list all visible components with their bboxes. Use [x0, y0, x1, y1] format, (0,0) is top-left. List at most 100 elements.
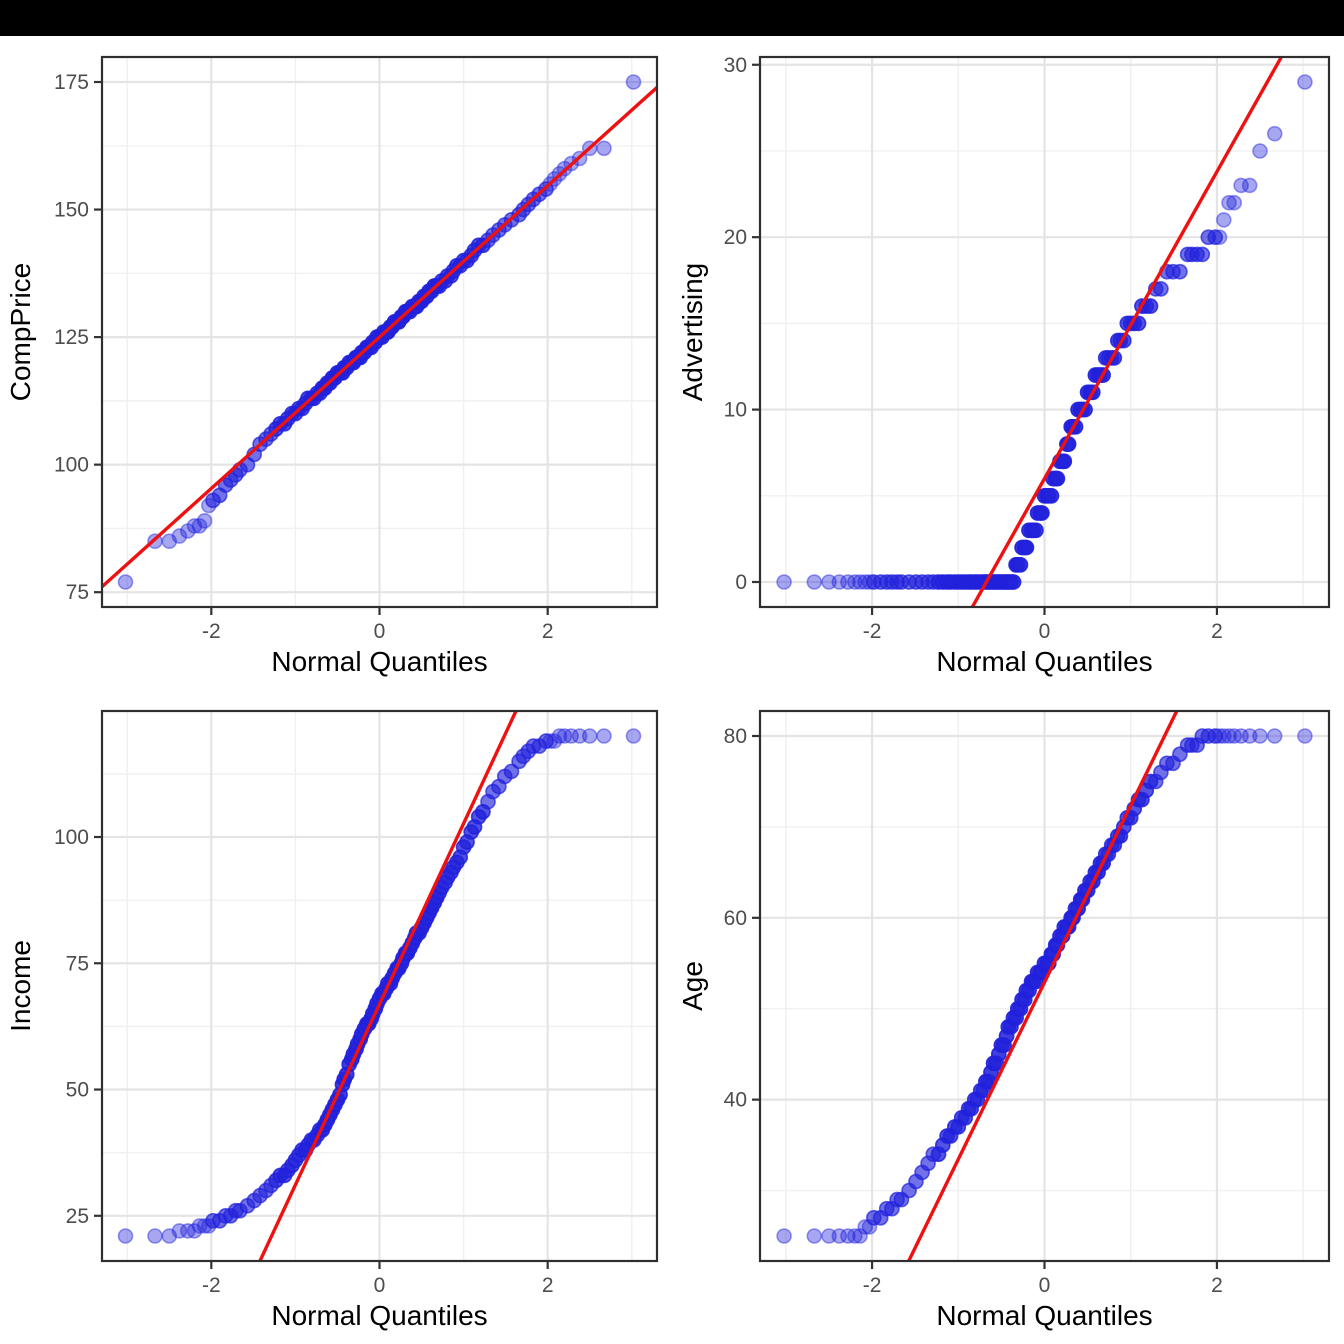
qq-point	[946, 574, 963, 590]
qq-point	[542, 733, 559, 749]
qq-point	[596, 728, 612, 744]
qq-point	[1043, 487, 1060, 504]
qq-point	[821, 574, 837, 590]
qq-point	[217, 477, 234, 493]
qq-point	[431, 278, 448, 294]
qq-point	[258, 1182, 274, 1199]
qq-point	[1036, 955, 1053, 972]
qq-point	[294, 1142, 310, 1158]
qq-point	[942, 1128, 959, 1144]
qq-point	[439, 869, 456, 886]
qq-point	[1056, 453, 1073, 470]
qq-point	[1008, 556, 1024, 573]
qq-point	[950, 574, 967, 590]
qq-point	[1189, 246, 1205, 263]
qq-point	[1014, 539, 1030, 556]
qq-point	[914, 574, 930, 590]
qq-point	[1016, 539, 1033, 556]
qq-point	[1018, 539, 1035, 556]
qq-point	[966, 1091, 983, 1108]
qq-point	[908, 1173, 924, 1190]
qq-point	[480, 793, 496, 810]
qq-point	[1023, 973, 1040, 990]
qq-point	[993, 574, 1010, 590]
qq-point	[1142, 298, 1159, 314]
qq-point	[920, 574, 936, 590]
qq-point	[445, 859, 462, 876]
qq-point	[538, 733, 554, 749]
qq-point	[1025, 973, 1042, 990]
qq-point	[990, 574, 1007, 590]
qq-point	[503, 763, 520, 780]
qq-point	[1023, 522, 1040, 539]
qq-point	[901, 1182, 917, 1199]
qq-point	[998, 574, 1015, 590]
qq-panel-age: -2 0 2 40 60 80 Normal Quantiles Age	[672, 690, 1344, 1344]
qq-point	[1049, 470, 1066, 487]
qq-point	[884, 1200, 900, 1217]
qq-point	[1194, 728, 1211, 744]
qq-point	[1153, 281, 1169, 297]
qq-point	[408, 298, 425, 315]
qq-point	[205, 1212, 221, 1229]
qq-point	[452, 849, 469, 865]
qq-point	[978, 1073, 994, 1090]
qq-point	[475, 804, 491, 820]
qq-point	[186, 1223, 203, 1239]
qq-point	[1032, 505, 1049, 521]
qq-point	[1034, 505, 1050, 521]
qq-point	[171, 1223, 188, 1239]
qq-point	[1165, 755, 1181, 772]
y-tick-label: 20	[724, 226, 747, 249]
qq-point	[914, 1164, 930, 1181]
qq-point	[470, 809, 487, 825]
y-axis-title: Income	[5, 940, 36, 1032]
qq-point	[217, 477, 234, 493]
qq-point	[268, 1172, 284, 1189]
qq-point	[1040, 487, 1057, 504]
qq-point	[1025, 973, 1042, 990]
qq-point	[443, 268, 459, 284]
qq-point	[993, 574, 1010, 590]
qq-point	[925, 1146, 942, 1163]
qq-point	[1014, 991, 1030, 1008]
qq-point	[466, 819, 483, 835]
qq-point	[950, 574, 967, 590]
qq-point	[1029, 505, 1046, 521]
qq-point	[491, 778, 507, 795]
qq-point	[1014, 539, 1030, 556]
qq-point	[445, 859, 462, 876]
qq-point	[470, 809, 487, 825]
qq-point	[889, 574, 905, 590]
qq-point	[1008, 1009, 1024, 1026]
qq-point	[1032, 505, 1049, 521]
qq-point	[1005, 574, 1022, 590]
qq-point	[1189, 737, 1205, 753]
qq-point	[939, 574, 955, 590]
qq-point	[908, 574, 924, 590]
qq-point	[1036, 955, 1053, 972]
qq-point	[946, 1119, 963, 1135]
qq-point	[284, 1157, 300, 1174]
qq-point	[934, 1137, 951, 1153]
qq-point	[437, 273, 453, 289]
qq-point	[1014, 539, 1030, 556]
qq-point	[901, 574, 917, 590]
qq-point	[246, 1192, 262, 1209]
qq-point	[1165, 263, 1181, 280]
qq-point	[1184, 737, 1200, 753]
qq-point	[171, 528, 188, 544]
qq-point	[1023, 522, 1040, 539]
qq-point	[993, 574, 1010, 590]
qq-point	[290, 1147, 307, 1164]
y-axis-title: CompPrice	[5, 263, 36, 401]
qq-point	[511, 753, 527, 770]
qq-point	[998, 574, 1015, 590]
qq-point	[252, 1187, 268, 1204]
qq-point	[1032, 505, 1049, 521]
x-tick-label: -2	[863, 620, 882, 643]
qq-point	[963, 574, 980, 590]
qq-point	[993, 1037, 1010, 1053]
qq-point	[946, 1119, 963, 1135]
